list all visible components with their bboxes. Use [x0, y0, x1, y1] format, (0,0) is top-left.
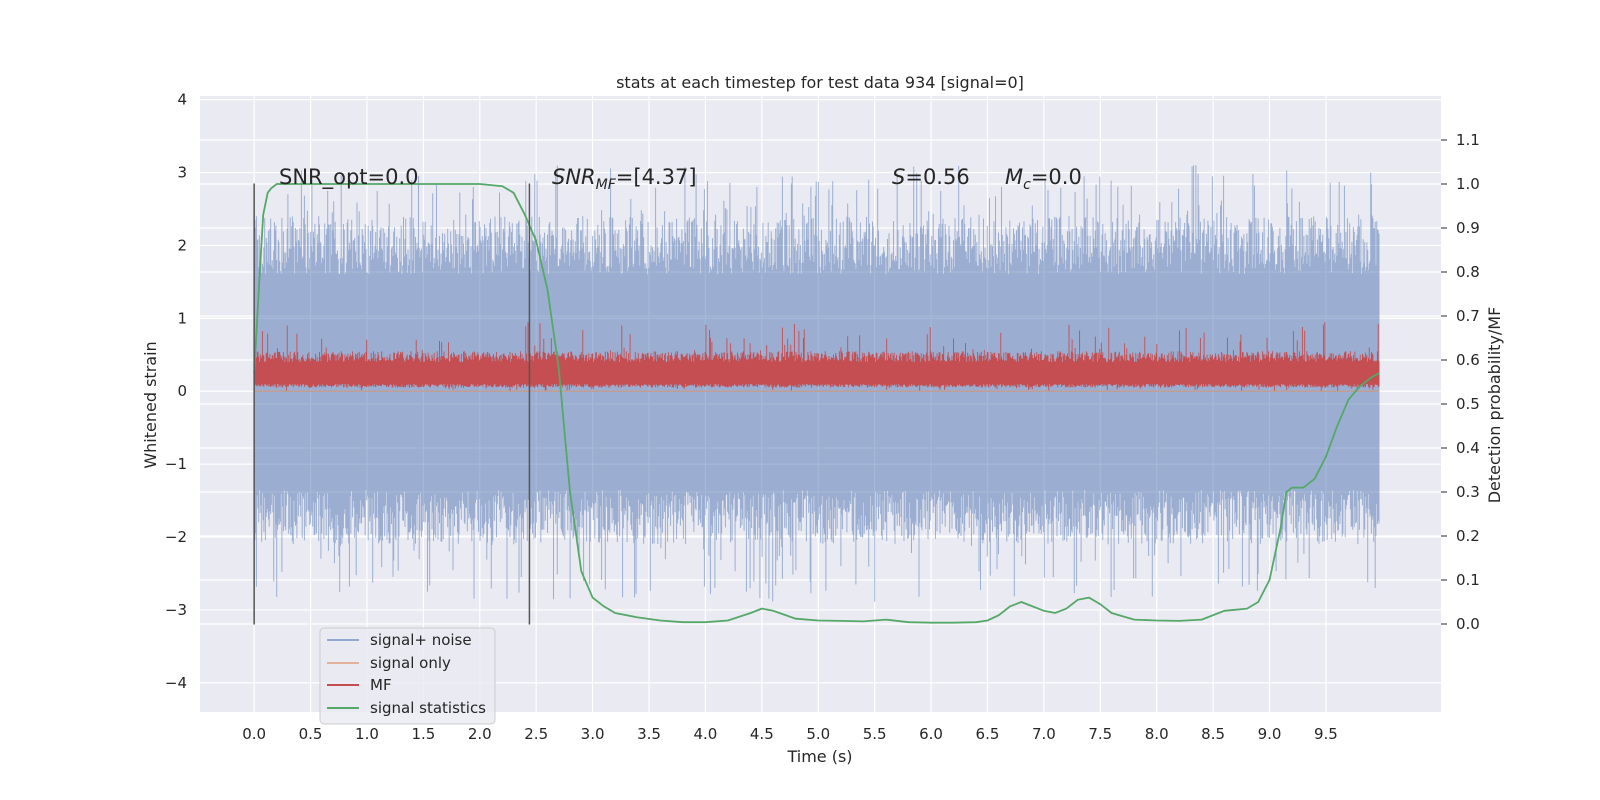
x-tick-label: 8.5 [1201, 725, 1225, 743]
y-axis-label: Whitened strain [141, 341, 160, 468]
mc-value: =0.0 [1031, 165, 1082, 189]
s-value: =0.56 [905, 165, 969, 189]
mc-symbol: M [1005, 165, 1023, 189]
x-tick-label: 1.5 [411, 725, 435, 743]
right-y-tick-label: 0.6 [1456, 351, 1480, 369]
y-tick-label: 3 [177, 164, 187, 182]
annotation-s: S=0.56 [892, 165, 970, 189]
right-y-tick-label: 0.7 [1456, 307, 1480, 325]
snr-mf-value: =[4.37] [616, 165, 697, 189]
legend-box [319, 627, 496, 725]
right-y-axis-label: Detection probability/MF [1485, 307, 1504, 504]
x-tick-label: 3.5 [637, 725, 661, 743]
x-tick-label: 8.0 [1145, 725, 1169, 743]
x-tick-label: 6.5 [976, 725, 1000, 743]
vertical-markers [253, 183, 531, 625]
x-tick-label: 4.0 [693, 725, 717, 743]
right-y-tick-label: 0.5 [1456, 395, 1480, 413]
x-tick-label: 4.5 [750, 725, 774, 743]
x-tick-label: 2.5 [524, 725, 548, 743]
series-layer [253, 165, 1380, 624]
x-tick-label: 9.5 [1314, 725, 1338, 743]
right-y-tick-labels: 0.0 0.1 0.2 0.3 0.4 0.5 0.6 0.7 0.8 0.9 1.0 1.1 [1441, 131, 1480, 633]
snr-mf-symbol: SNR [552, 165, 596, 189]
x-axis-label: Time (s) [786, 747, 852, 766]
chart-title: stats at each timestep for test data 934… [616, 73, 1024, 92]
legend-label-signal-noise: signal+ noise [370, 631, 472, 649]
x-tick-label: 0.0 [242, 725, 266, 743]
right-y-tick-label: 0.1 [1456, 571, 1480, 589]
x-tick-label: 9.0 [1258, 725, 1282, 743]
right-y-tick-label: 0.3 [1456, 483, 1480, 501]
x-tick-label: 3.0 [581, 725, 605, 743]
s-symbol: S [892, 165, 905, 189]
x-tick-label: 0.5 [299, 725, 323, 743]
y-tick-label: −2 [165, 528, 187, 546]
x-tick-labels: 0.0 0.5 1.0 1.5 2.0 2.5 3.0 3.5 4.0 4.5 5.0 5.5 6.0 6… [242, 725, 1338, 743]
snr-mf-subscript: MF [596, 177, 617, 193]
y-tick-label: −3 [165, 601, 187, 619]
right-y-tick-label: 0.2 [1456, 527, 1480, 545]
x-tick-label: 2.0 [468, 725, 492, 743]
y-tick-label: 0 [177, 382, 187, 400]
annotation-snr-mf: SNRMF=[4.37] [552, 165, 697, 193]
y-tick-label: −1 [165, 455, 187, 473]
mc-subscript: c [1023, 177, 1031, 193]
right-y-tick-label: 1.1 [1456, 131, 1480, 149]
right-y-tick-label: 0.8 [1456, 263, 1480, 281]
x-tick-label: 5.5 [863, 725, 887, 743]
right-y-tick-label: 0.0 [1456, 615, 1480, 633]
y-tick-labels: 4 3 2 1 0 −1 −2 −3 −4 [165, 91, 187, 692]
x-tick-label: 7.0 [1032, 725, 1056, 743]
x-tick-label: 6.0 [919, 725, 943, 743]
x-tick-label: 1.0 [355, 725, 379, 743]
legend-label-signal-statistics: signal statistics [370, 699, 486, 717]
y-tick-label: 4 [177, 91, 187, 109]
y-tick-label: 2 [177, 236, 187, 254]
y-tick-label: 1 [177, 309, 187, 327]
legend: signal+ noise signal only MF signal stat… [319, 627, 496, 725]
annotations: SNR_opt=0.0 SNRMF=[4.37] S=0.56 Mc=0.0 [279, 165, 1082, 193]
annotation-mc: Mc=0.0 [1005, 165, 1082, 193]
y-tick-label: −4 [165, 674, 187, 692]
right-y-tick-label: 0.4 [1456, 439, 1480, 457]
legend-label-signal-only: signal only [370, 654, 451, 672]
annotation-snr-opt: SNR_opt=0.0 [279, 165, 419, 190]
series-signal-statistics [253, 183, 1380, 624]
x-tick-label: 5.0 [806, 725, 830, 743]
right-y-tick-label: 0.9 [1456, 219, 1480, 237]
x-tick-label: 7.5 [1088, 725, 1112, 743]
right-y-tick-label: 1.0 [1456, 175, 1480, 193]
legend-label-mf: MF [370, 676, 392, 694]
